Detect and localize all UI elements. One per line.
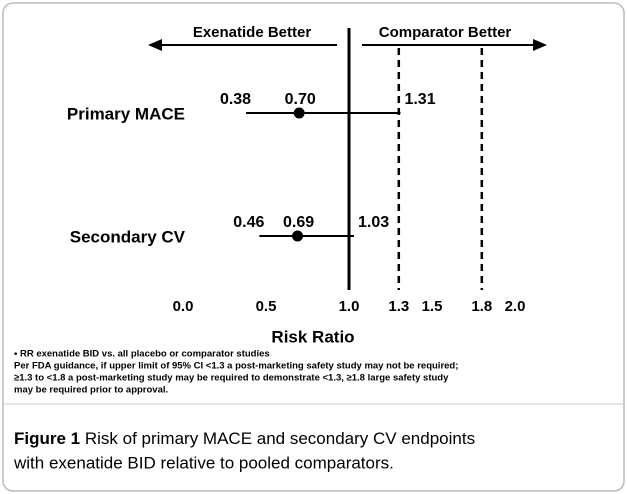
- left-annotation: Exenatide Better: [193, 24, 312, 41]
- right-arrow-head: [533, 39, 547, 51]
- caption-text: Risk of primary MACE and secondary CV en…: [85, 429, 475, 448]
- note: may be required prior to approval.: [14, 385, 168, 396]
- right-annotation: Comparator Better: [379, 24, 512, 41]
- x-tick-label: 0.0: [173, 298, 194, 315]
- lower-label: 0.46: [233, 214, 264, 231]
- category-label: Secondary CV: [70, 227, 186, 246]
- estimate-point: [292, 230, 304, 242]
- category-label: Primary MACE: [67, 104, 185, 123]
- note: ≥1.3 to <1.8 a post-marketing study may …: [14, 373, 449, 384]
- x-tick-label: 1.0: [339, 298, 360, 315]
- estimate-point: [293, 107, 305, 119]
- note: • RR exenatide BID vs. all placebo or co…: [14, 349, 270, 360]
- x-tick-label: 1.8: [471, 298, 492, 315]
- x-tick-label: 0.5: [256, 298, 277, 315]
- left-arrow-head: [148, 39, 162, 51]
- upper-label: 1.03: [358, 214, 389, 231]
- upper-label: 1.31: [404, 91, 435, 108]
- caption-line: Figure 1 Risk of primary MACE and second…: [14, 429, 475, 448]
- x-tick-label: 1.5: [422, 298, 443, 315]
- lower-label: 0.38: [220, 91, 251, 108]
- estimate-label: 0.70: [285, 91, 316, 108]
- caption-label: Figure 1: [14, 429, 80, 448]
- caption-text: with exenatide BID relative to pooled co…: [13, 453, 394, 472]
- x-axis-label: Risk Ratio: [271, 327, 354, 346]
- x-tick-label: 2.0: [505, 298, 526, 315]
- note: Per FDA guidance, if upper limit of 95% …: [14, 361, 458, 372]
- x-tick-label: 1.3: [388, 298, 409, 315]
- estimate-label: 0.69: [283, 214, 314, 231]
